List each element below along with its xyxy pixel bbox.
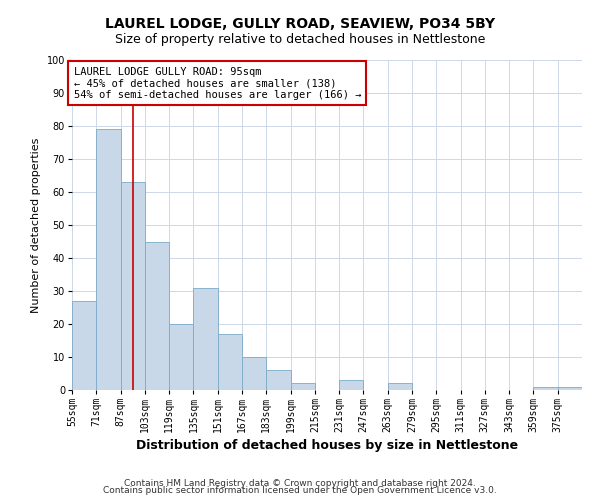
X-axis label: Distribution of detached houses by size in Nettlestone: Distribution of detached houses by size … — [136, 439, 518, 452]
Bar — [96, 130, 121, 390]
Bar — [242, 357, 266, 390]
Bar — [388, 384, 412, 390]
Bar — [169, 324, 193, 390]
Bar — [533, 386, 558, 390]
Bar — [193, 288, 218, 390]
Text: LAUREL LODGE GULLY ROAD: 95sqm
← 45% of detached houses are smaller (138)
54% of: LAUREL LODGE GULLY ROAD: 95sqm ← 45% of … — [74, 66, 361, 100]
Y-axis label: Number of detached properties: Number of detached properties — [31, 138, 41, 312]
Text: Contains HM Land Registry data © Crown copyright and database right 2024.: Contains HM Land Registry data © Crown c… — [124, 478, 476, 488]
Bar — [266, 370, 290, 390]
Text: LAUREL LODGE, GULLY ROAD, SEAVIEW, PO34 5BY: LAUREL LODGE, GULLY ROAD, SEAVIEW, PO34 … — [105, 18, 495, 32]
Text: Size of property relative to detached houses in Nettlestone: Size of property relative to detached ho… — [115, 32, 485, 46]
Bar — [72, 301, 96, 390]
Bar — [290, 384, 315, 390]
Bar — [218, 334, 242, 390]
Bar — [121, 182, 145, 390]
Bar — [558, 386, 582, 390]
Bar — [145, 242, 169, 390]
Text: Contains public sector information licensed under the Open Government Licence v3: Contains public sector information licen… — [103, 486, 497, 495]
Bar — [339, 380, 364, 390]
